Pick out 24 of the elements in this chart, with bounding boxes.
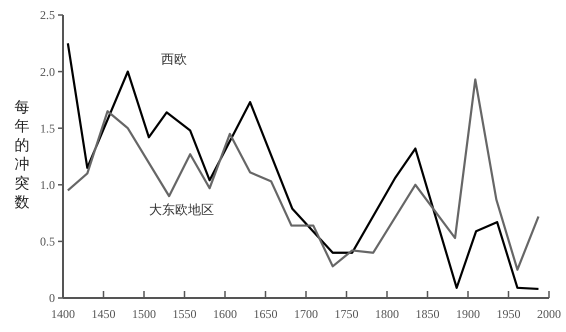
x-tick-label: 1450 (92, 307, 116, 322)
y-tick-label: 1.5 (40, 121, 55, 136)
y-tick-label: 0.5 (40, 234, 55, 249)
x-tick-label: 1650 (254, 307, 278, 322)
series-label: 大东欧地区 (149, 203, 214, 218)
x-tick-label: 1750 (334, 307, 358, 322)
x-tick-label: 1400 (51, 307, 75, 322)
x-tick-label: 2000 (537, 307, 561, 322)
x-tick-label: 1800 (375, 307, 399, 322)
line-series (66, 78, 540, 271)
x-tick-label: 1850 (416, 307, 440, 322)
x-tick-label: 1500 (132, 307, 156, 322)
x-tick-label: 1550 (172, 307, 196, 322)
x-tick-label: 1700 (294, 307, 318, 322)
x-tick-label: 1900 (456, 307, 480, 322)
y-tick-label: 1.0 (40, 178, 55, 192)
line-series (66, 42, 540, 290)
x-tick-label: 1600 (213, 307, 237, 322)
y-tick-label: 0 (49, 291, 55, 306)
x-tick-label: 1950 (496, 307, 520, 322)
y-tick-label: 2.0 (40, 64, 55, 79)
text: 西欧 (160, 52, 187, 68)
y-tick-label: 2.5 (40, 8, 55, 22)
y-axis-title: 每年的冲突数 (14, 98, 30, 211)
